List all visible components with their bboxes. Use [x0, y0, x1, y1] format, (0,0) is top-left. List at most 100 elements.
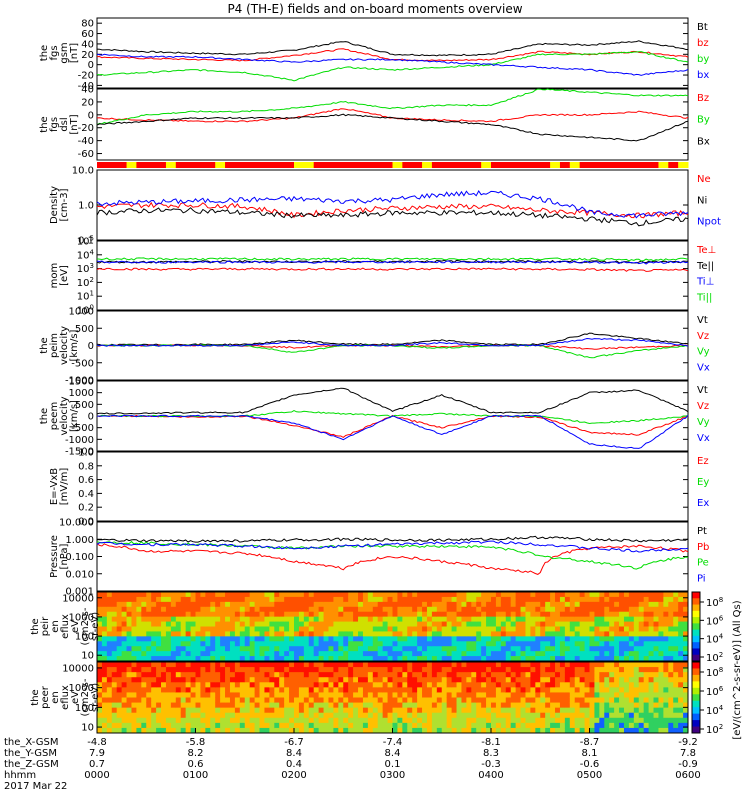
heatmap-cell [254, 651, 261, 657]
orbit-row-label: the_X-GSM [4, 737, 58, 748]
heatmap-cell [476, 636, 482, 642]
heatmap-cell [333, 662, 339, 668]
heatmap-cell [229, 697, 236, 704]
heatmap-cell [97, 646, 103, 652]
heatmap-cell [456, 722, 462, 729]
heatmap-cell [412, 636, 418, 642]
heatmap-cell [623, 636, 630, 642]
heatmap-cell [653, 722, 659, 729]
heatmap-cell [170, 626, 177, 632]
heatmap-cell [121, 646, 128, 652]
heatmap-cell [239, 722, 246, 729]
heatmap-cell [545, 707, 551, 714]
heatmap-cell [239, 651, 246, 657]
heatmap-cell [678, 646, 684, 652]
heatmap-cell [141, 667, 147, 673]
heatmap-cell [141, 626, 147, 632]
heatmap-cell [146, 727, 152, 734]
heatmap-cell [604, 596, 610, 603]
y-tick-label: 1.0 [78, 201, 94, 212]
heatmap-cell [486, 672, 492, 678]
heatmap-cell [362, 631, 369, 637]
heatmap-cell [609, 667, 615, 673]
heatmap-cell [151, 646, 157, 652]
heatmap-cell [525, 672, 531, 678]
heatmap-cell [441, 712, 448, 719]
heatmap-cell [249, 592, 256, 598]
heatmap-cell [294, 641, 300, 647]
heatmap-cell [210, 656, 216, 662]
heatmap-cell [525, 702, 531, 709]
heatmap-cell [638, 606, 645, 613]
heatmap-cell [382, 677, 389, 683]
panel-frame [96, 451, 689, 522]
heatmap-cell [653, 717, 659, 724]
heatmap-cell [264, 702, 270, 709]
heatmap-cell [609, 616, 615, 623]
heatmap-cell [205, 717, 211, 724]
heatmap-cell [333, 601, 339, 608]
y-tick-label: 100 [75, 703, 94, 714]
heatmap-cell [175, 606, 182, 613]
heatmap-cell [205, 692, 211, 698]
heatmap-cell [348, 707, 354, 714]
heatmap-cell [131, 672, 137, 678]
heatmap-cell [101, 677, 108, 683]
heatmap-cell [466, 641, 472, 647]
heatmap-cell [643, 646, 650, 652]
heatmap-cell [308, 626, 315, 632]
legend-Ne: Ne [697, 174, 711, 185]
mode-bar-segment [294, 162, 305, 168]
legend-Ti||: Ti|| [696, 292, 712, 303]
heatmap-cell [491, 672, 497, 678]
heatmap-cell [269, 611, 275, 618]
heatmap-cell [205, 646, 211, 652]
heatmap-cell [495, 702, 502, 709]
heatmap-cell [555, 646, 561, 652]
heatmap-cell [476, 672, 482, 678]
heatmap-cell [412, 596, 418, 603]
heatmap-cell [269, 626, 275, 632]
heatmap-cell [614, 611, 620, 618]
heatmap-cell [678, 722, 684, 729]
heatmap-cell [269, 656, 275, 662]
heatmap-cell [382, 722, 389, 729]
heatmap-cell [294, 606, 300, 613]
heatmap-cell [456, 712, 462, 719]
heatmap-cell [461, 677, 467, 683]
y-axis-label: velocity [59, 326, 70, 365]
heatmap-cell [298, 611, 305, 618]
heatmap-cell [441, 667, 448, 673]
heatmap-cell [372, 616, 379, 623]
heatmap-cell [638, 697, 645, 704]
heatmap-cell [269, 702, 275, 709]
heatmap-cell [648, 611, 655, 618]
heatmap-cell [284, 712, 290, 719]
heatmap-cell [298, 646, 305, 652]
heatmap-cell [215, 606, 221, 613]
y-tick-label: -20 [78, 123, 94, 134]
heatmap-cell [274, 682, 280, 688]
heatmap-cell [673, 606, 679, 613]
heatmap-cell [116, 717, 123, 724]
heatmap-cell [392, 727, 398, 734]
heatmap-cell [200, 717, 206, 724]
heatmap-cell [466, 626, 472, 632]
heatmap-cell [417, 611, 423, 618]
heatmap-cell [185, 646, 192, 652]
heatmap-cell [599, 672, 605, 678]
heatmap-cell [417, 646, 423, 652]
heatmap-cell [136, 656, 142, 662]
mode-bar-segment [382, 162, 393, 168]
heatmap-cell [491, 592, 497, 598]
heatmap-cell [161, 697, 167, 704]
heatmap-cell [515, 592, 522, 598]
mode-bar-segment [550, 162, 561, 168]
heatmap-cell [397, 596, 403, 603]
heatmap-cell [367, 727, 374, 734]
heatmap-cell [441, 601, 448, 608]
heatmap-cell [269, 621, 275, 627]
heatmap-cell [392, 631, 398, 637]
heatmap-cell [358, 611, 364, 618]
